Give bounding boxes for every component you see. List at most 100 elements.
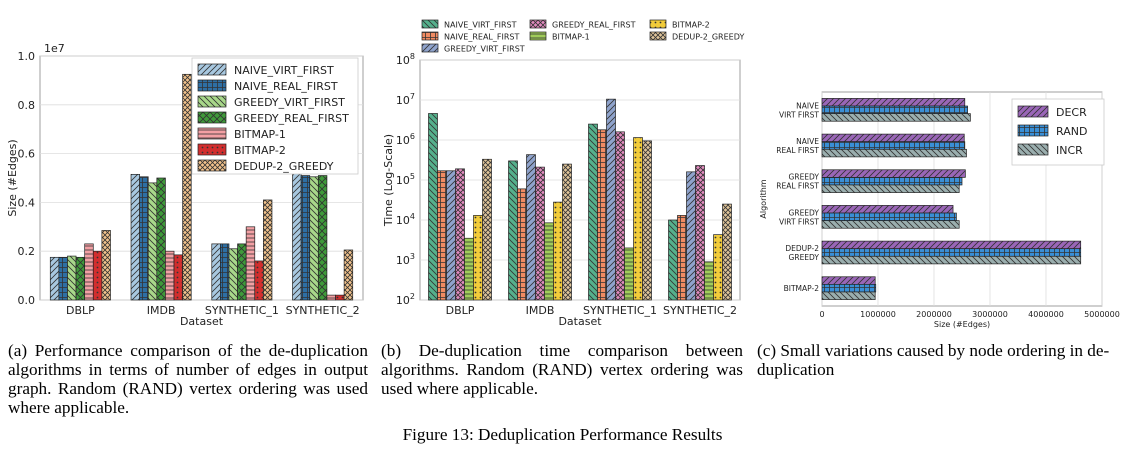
chart-c-bar-incr-naive-virt-first [821, 113, 971, 122]
chart-c-legend-swatch-rand [1017, 124, 1049, 137]
chart-a-bar-dedup-2-greedy-imdb [182, 73, 192, 301]
chart-a-bar-naive-real-first-synthetic-1 [220, 243, 230, 301]
chart-b-bar-naive-real-first-synthetic-2 [677, 215, 687, 301]
chart-c-bar-decr-greedy-virt-first [821, 205, 954, 214]
chart-c-bar-rand-naive-virt-first [821, 105, 968, 114]
chart-b-bar-naive-real-first-dblp [437, 170, 447, 301]
chart-b-ytick-label: 107 [396, 92, 415, 107]
chart-b-legend-label-naive-virt-first: NAIVE_VIRT_FIRST [444, 21, 517, 30]
chart-c-ytick-virt-first: VIRT FIRST [779, 217, 819, 226]
chart-b-bar-dedup-2-greedy-dblp [482, 158, 492, 301]
chart-a-legend-swatch-bitmap-2 [197, 143, 227, 156]
caption-a: (a) Performance comparison of the de-dup… [8, 341, 368, 417]
chart-a-bar-greedy-virt-first-imdb [147, 182, 158, 301]
chart-a-legend-label-bitmap-1: BITMAP-1 [234, 128, 286, 141]
chart-a-bar-greedy-real-first-synthetic-1 [237, 243, 247, 301]
chart-c-xlabel: Size (#Edges) [934, 320, 990, 329]
chart-b-bar-greedy-real-first-dblp [455, 168, 465, 301]
chart-b-bar-greedy-virt-first-synthetic-1 [606, 98, 616, 301]
chart-c-ytick-greedy: GREEDY [789, 208, 820, 217]
chart-a-ytick-label: 0.0 [18, 294, 36, 307]
chart-a-bar-naive-virt-first-dblp [49, 256, 60, 301]
chart-a-xlabel: Dataset [180, 315, 224, 328]
chart-a-bar-bitmap-2-synthetic-1 [254, 260, 264, 301]
chart-b-legend-label-dedup-2-greedy: DEDUP-2_GREEDY [672, 33, 744, 42]
chart-b-bar-bitmap-2-imdb [553, 201, 563, 301]
chart-b-xlabel: Dataset [558, 315, 602, 328]
chart-a-bar-greedy-real-first-dblp [75, 256, 86, 301]
chart-c-xtick-label: 0 [819, 310, 824, 319]
chart-a-bar-naive-real-first-synthetic-2 [300, 175, 311, 301]
chart-c-bar-rand-greedy-real-first [821, 177, 963, 186]
chart-a-bar-dedup-2-greedy-synthetic-1 [263, 199, 273, 301]
chart-a-bar-greedy-virt-first-synthetic-1 [228, 248, 238, 301]
chart-b-legend-label-bitmap-2: BITMAP-2 [672, 21, 710, 30]
chart-a-bar-greedy-virt-first-dblp [67, 255, 77, 301]
chart-c-xtick-label: 4000000 [1028, 310, 1064, 319]
chart-a-bar-dedup-2-greedy-synthetic-2 [343, 249, 354, 301]
chart-b-bar-dedup-2-greedy-synthetic-1 [642, 140, 652, 301]
chart-a-bar-naive-virt-first-imdb [130, 173, 140, 301]
chart-b-legend-swatch-bitmap-2 [649, 19, 667, 29]
chart-b-panel: 102 103 104 105 106 107 108 Time (Log-Scale) Dat… [378, 0, 750, 335]
chart-c-bar-incr-greedy-virt-first [821, 220, 960, 229]
chart-a-legend-swatch-bitmap-1 [197, 127, 227, 140]
chart-c-bar-rand-greedy-virt-first [821, 212, 957, 221]
chart-c-ytick-real-first: REAL FIRST [776, 146, 819, 155]
chart-a-bar-dedup-2-greedy-dblp [101, 230, 111, 301]
chart-b-bar-bitmap-1-synthetic-1 [624, 247, 634, 301]
chart-a-xtick-imdb: IMDB [147, 304, 176, 317]
chart-a-ytick-label: 0.8 [18, 99, 36, 112]
chart-c: 0 1000000 2000000 3000000 4000000 5000000 Size… [759, 91, 1120, 329]
chart-a-bar-bitmap-1-imdb [165, 250, 175, 301]
chart-b-legend-label-bitmap-1: BITMAP-1 [552, 33, 590, 42]
chart-a-bar-naive-virt-first-synthetic-2 [292, 172, 302, 301]
chart-b-legend-label-greedy-real-first: GREEDY_REAL_FIRST [552, 21, 636, 30]
chart-c-xtick-label: 1000000 [860, 310, 896, 319]
chart-b-bar-bitmap-2-synthetic-2 [713, 234, 723, 301]
chart-c-bar-rand-naive-real-first [821, 141, 966, 150]
chart-b: 102 103 104 105 106 107 108 Time (Log-Scale) Dat… [382, 19, 744, 328]
chart-c-ytick-greedy: GREEDY [789, 173, 820, 182]
chart-c-bar-rand-bitmap-2 [821, 284, 877, 293]
chart-a-legend-swatch-greedy-real-first [197, 111, 227, 124]
chart-a-ytick-label: 0.4 [18, 196, 36, 209]
chart-c-legend-swatch-incr [1017, 143, 1049, 156]
chart-c-bar-incr-naive-real-first [821, 148, 967, 158]
chart-c-ytick-virt-first: VIRT FIRST [779, 110, 819, 119]
chart-a-ytick-label: 0.2 [18, 245, 36, 258]
chart-b-ylabel: Time (Log-Scale) [382, 134, 395, 227]
chart-b-bar-dedup-2-greedy-imdb [562, 163, 572, 301]
chart-b-bar-naive-virt-first-dblp [428, 113, 438, 301]
chart-a-scale-label: 1e7 [44, 42, 65, 55]
chart-a-xtick-dblp: DBLP [66, 304, 95, 317]
chart-a-legend-label-bitmap-2: BITMAP-2 [234, 144, 286, 157]
chart-a-bar-bitmap-1-dblp [84, 243, 94, 301]
chart-b-bar-bitmap-1-dblp [464, 237, 474, 301]
chart-b-bar-greedy-real-first-synthetic-2 [695, 165, 705, 301]
chart-a-bar-bitmap-2-dblp [92, 250, 103, 301]
chart-b-bar-greedy-virt-first-dblp [446, 170, 456, 301]
chart-a-legend-swatch-naive-real-first [197, 79, 227, 92]
chart-c-legend-label-incr: INCR [1056, 144, 1083, 157]
chart-c-bar-decr-naive-real-first [821, 133, 965, 143]
chart-a-legend-label-naive-real-first: NAIVE_REAL_FIRST [234, 80, 338, 93]
chart-b-bar-bitmap-2-dblp [473, 215, 483, 301]
chart-a-legend-label-naive-virt-first: NAIVE_VIRT_FIRST [234, 64, 334, 77]
chart-b-legend-swatch-dedup-2-greedy [649, 31, 667, 41]
chart-a-legend-label-greedy-real-first: GREEDY_REAL_FIRST [234, 112, 349, 125]
chart-b-bar-greedy-real-first-synthetic-1 [615, 131, 625, 301]
chart-a-legend-swatch-greedy-virt-first [197, 95, 227, 108]
caption-c: (c) Small variations caused by node orde… [757, 341, 1110, 379]
chart-a-legend-label-dedup-2-greedy: DEDUP-2_GREEDY [234, 160, 334, 173]
chart-a: 0.0 0.2 0.4 0.6 0.8 1.0 1e7 Size (#Edges) Datase… [6, 42, 364, 328]
chart-c-bar-incr-dedup-2-greedy [821, 255, 1082, 265]
chart-b-xtick-synthetic-2: SYNTHETIC_2 [663, 304, 737, 317]
chart-b-bar-naive-virt-first-synthetic-2 [668, 219, 678, 301]
chart-a-bar-greedy-real-first-imdb [156, 177, 166, 301]
chart-b-legend-swatch-greedy-virt-first [421, 43, 439, 53]
chart-b-bar-naive-real-first-synthetic-1 [597, 129, 607, 301]
chart-a-bar-greedy-real-first-synthetic-2 [317, 175, 328, 301]
chart-c-xtick-label: 5000000 [1084, 310, 1120, 319]
chart-b-legend-swatch-greedy-real-first [529, 19, 547, 29]
